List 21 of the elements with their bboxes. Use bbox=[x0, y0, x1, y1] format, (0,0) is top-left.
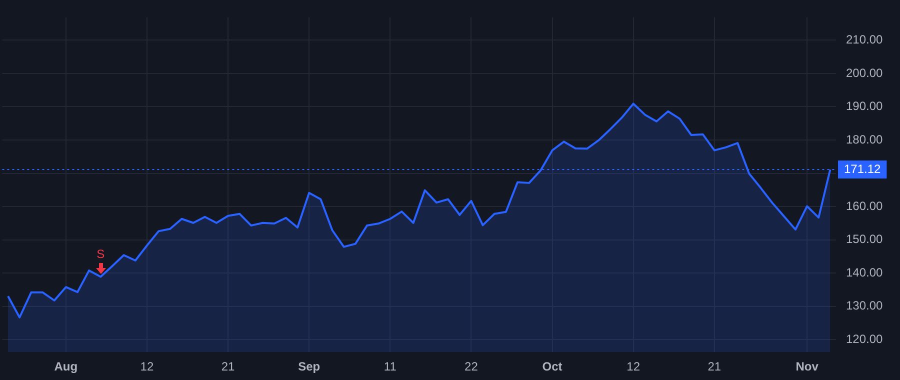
y-tick-label: 210.00 bbox=[846, 32, 884, 46]
x-tick-label: Oct bbox=[542, 360, 562, 374]
x-tick-label: Nov bbox=[796, 360, 819, 374]
y-tick-label: 160.00 bbox=[846, 198, 884, 213]
y-tick-label: 150.00 bbox=[846, 232, 884, 246]
x-tick-label: 21 bbox=[708, 360, 722, 374]
x-tick-label: 12 bbox=[626, 360, 640, 374]
y-tick-label: 120.00 bbox=[846, 332, 884, 346]
x-tick-label: Aug bbox=[54, 360, 78, 374]
y-tick-label: 140.00 bbox=[846, 265, 884, 280]
y-tick-label: 190.00 bbox=[846, 99, 884, 114]
x-tick-label: Sep bbox=[298, 360, 320, 374]
y-tick-label: 200.00 bbox=[846, 66, 884, 80]
x-tick-label: 12 bbox=[140, 360, 154, 374]
x-tick-label: 21 bbox=[221, 360, 236, 374]
ref-line-label: 171.12 bbox=[844, 162, 882, 176]
annotation: S bbox=[96, 247, 105, 262]
x-tick-label: 11 bbox=[384, 360, 397, 374]
y-tick-label: 130.00 bbox=[846, 298, 884, 313]
y-tick-label: 180.00 bbox=[846, 132, 884, 146]
x-tick-label: 22 bbox=[464, 360, 478, 374]
